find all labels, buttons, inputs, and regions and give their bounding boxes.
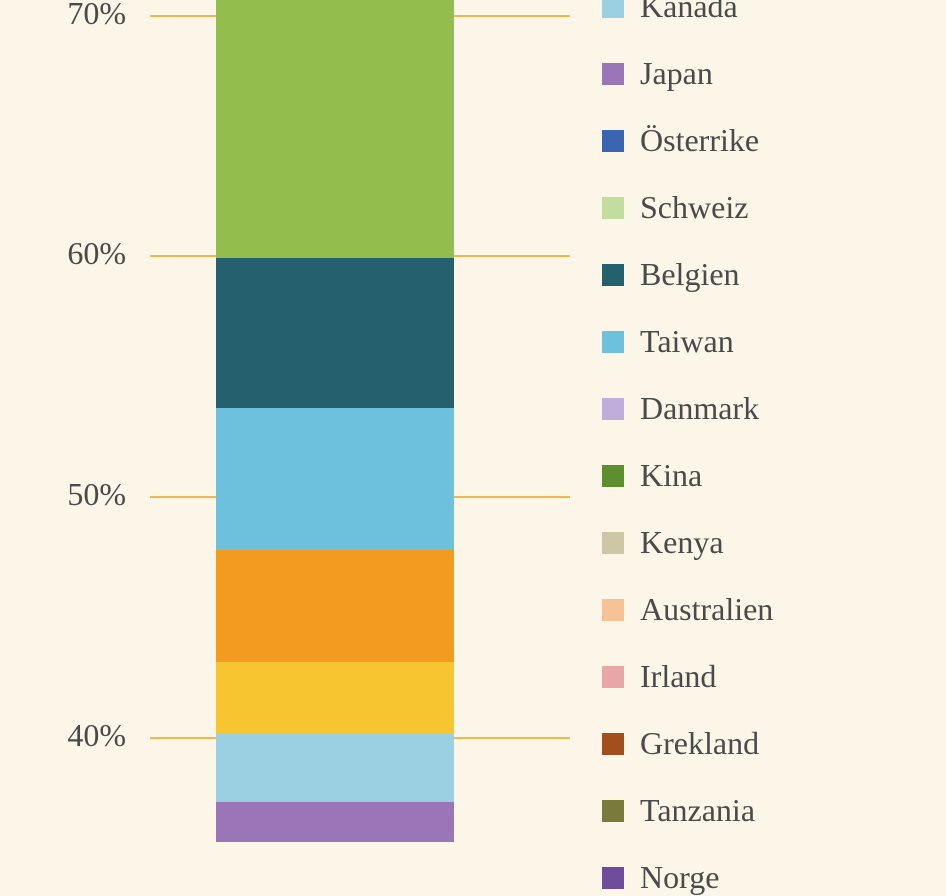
legend-swatch xyxy=(602,599,624,621)
legend-label: Schweiz xyxy=(640,189,748,226)
legend-label: Kanada xyxy=(640,0,738,25)
bar-segment xyxy=(216,408,454,550)
legend-item: Danmark xyxy=(602,390,773,427)
legend-item: Norge xyxy=(602,859,773,896)
y-axis-tick-label: 40% xyxy=(36,717,126,754)
legend-item: Taiwan xyxy=(602,323,773,360)
legend-label: Japan xyxy=(640,55,713,92)
grid-line-left xyxy=(150,496,216,498)
legend-label: Australien xyxy=(640,591,773,628)
legend-label: Tanzania xyxy=(640,792,755,829)
legend-label: Belgien xyxy=(640,256,740,293)
legend-label: Norge xyxy=(640,859,719,896)
bar-segment xyxy=(216,258,454,408)
legend-swatch xyxy=(602,733,624,755)
y-axis-tick-label: 50% xyxy=(36,476,126,513)
bar-segment xyxy=(216,550,454,662)
legend-swatch xyxy=(602,398,624,420)
grid-line-left xyxy=(150,737,216,739)
legend-item: Schweiz xyxy=(602,189,773,226)
grid-line-right xyxy=(454,255,570,257)
legend-label: Österrike xyxy=(640,122,759,159)
legend-item: Grekland xyxy=(602,725,773,762)
bar-segment xyxy=(216,802,454,842)
legend-item: Österrike xyxy=(602,122,773,159)
legend-label: Taiwan xyxy=(640,323,734,360)
bar-segment xyxy=(216,734,454,802)
legend-item: Kenya xyxy=(602,524,773,561)
legend-label: Kenya xyxy=(640,524,724,561)
bar-segment xyxy=(216,0,454,258)
y-axis-tick-label: 70% xyxy=(36,0,126,32)
legend-swatch xyxy=(602,63,624,85)
legend-swatch xyxy=(602,800,624,822)
y-axis-tick-label: 60% xyxy=(36,235,126,272)
grid-line-left xyxy=(150,15,216,17)
legend-item: Kanada xyxy=(602,0,773,25)
legend-label: Irland xyxy=(640,658,716,695)
legend-swatch xyxy=(602,666,624,688)
legend-item: Belgien xyxy=(602,256,773,293)
grid-line-right xyxy=(454,15,570,17)
legend-item: Tanzania xyxy=(602,792,773,829)
grid-line-right xyxy=(454,496,570,498)
legend-label: Kina xyxy=(640,457,702,494)
legend-swatch xyxy=(602,264,624,286)
legend-swatch xyxy=(602,532,624,554)
legend-item: Japan xyxy=(602,55,773,92)
legend: Kanada Japan Österrike Schweiz Belgien Taiwan… xyxy=(602,0,773,896)
legend-label: Grekland xyxy=(640,725,759,762)
legend-swatch xyxy=(602,0,624,18)
bar-segment xyxy=(216,662,454,734)
chart-canvas: 70% 60% 50% 40% Kanada Japan Österrike Schweiz… xyxy=(0,0,946,839)
legend-swatch xyxy=(602,130,624,152)
legend-label: Danmark xyxy=(640,390,759,427)
grid-line-right xyxy=(454,737,570,739)
legend-item: Kina xyxy=(602,457,773,494)
legend-swatch xyxy=(602,197,624,219)
legend-item: Australien xyxy=(602,591,773,628)
legend-item: Irland xyxy=(602,658,773,695)
grid-line-left xyxy=(150,255,216,257)
legend-swatch xyxy=(602,465,624,487)
legend-swatch xyxy=(602,331,624,353)
legend-swatch xyxy=(602,867,624,889)
